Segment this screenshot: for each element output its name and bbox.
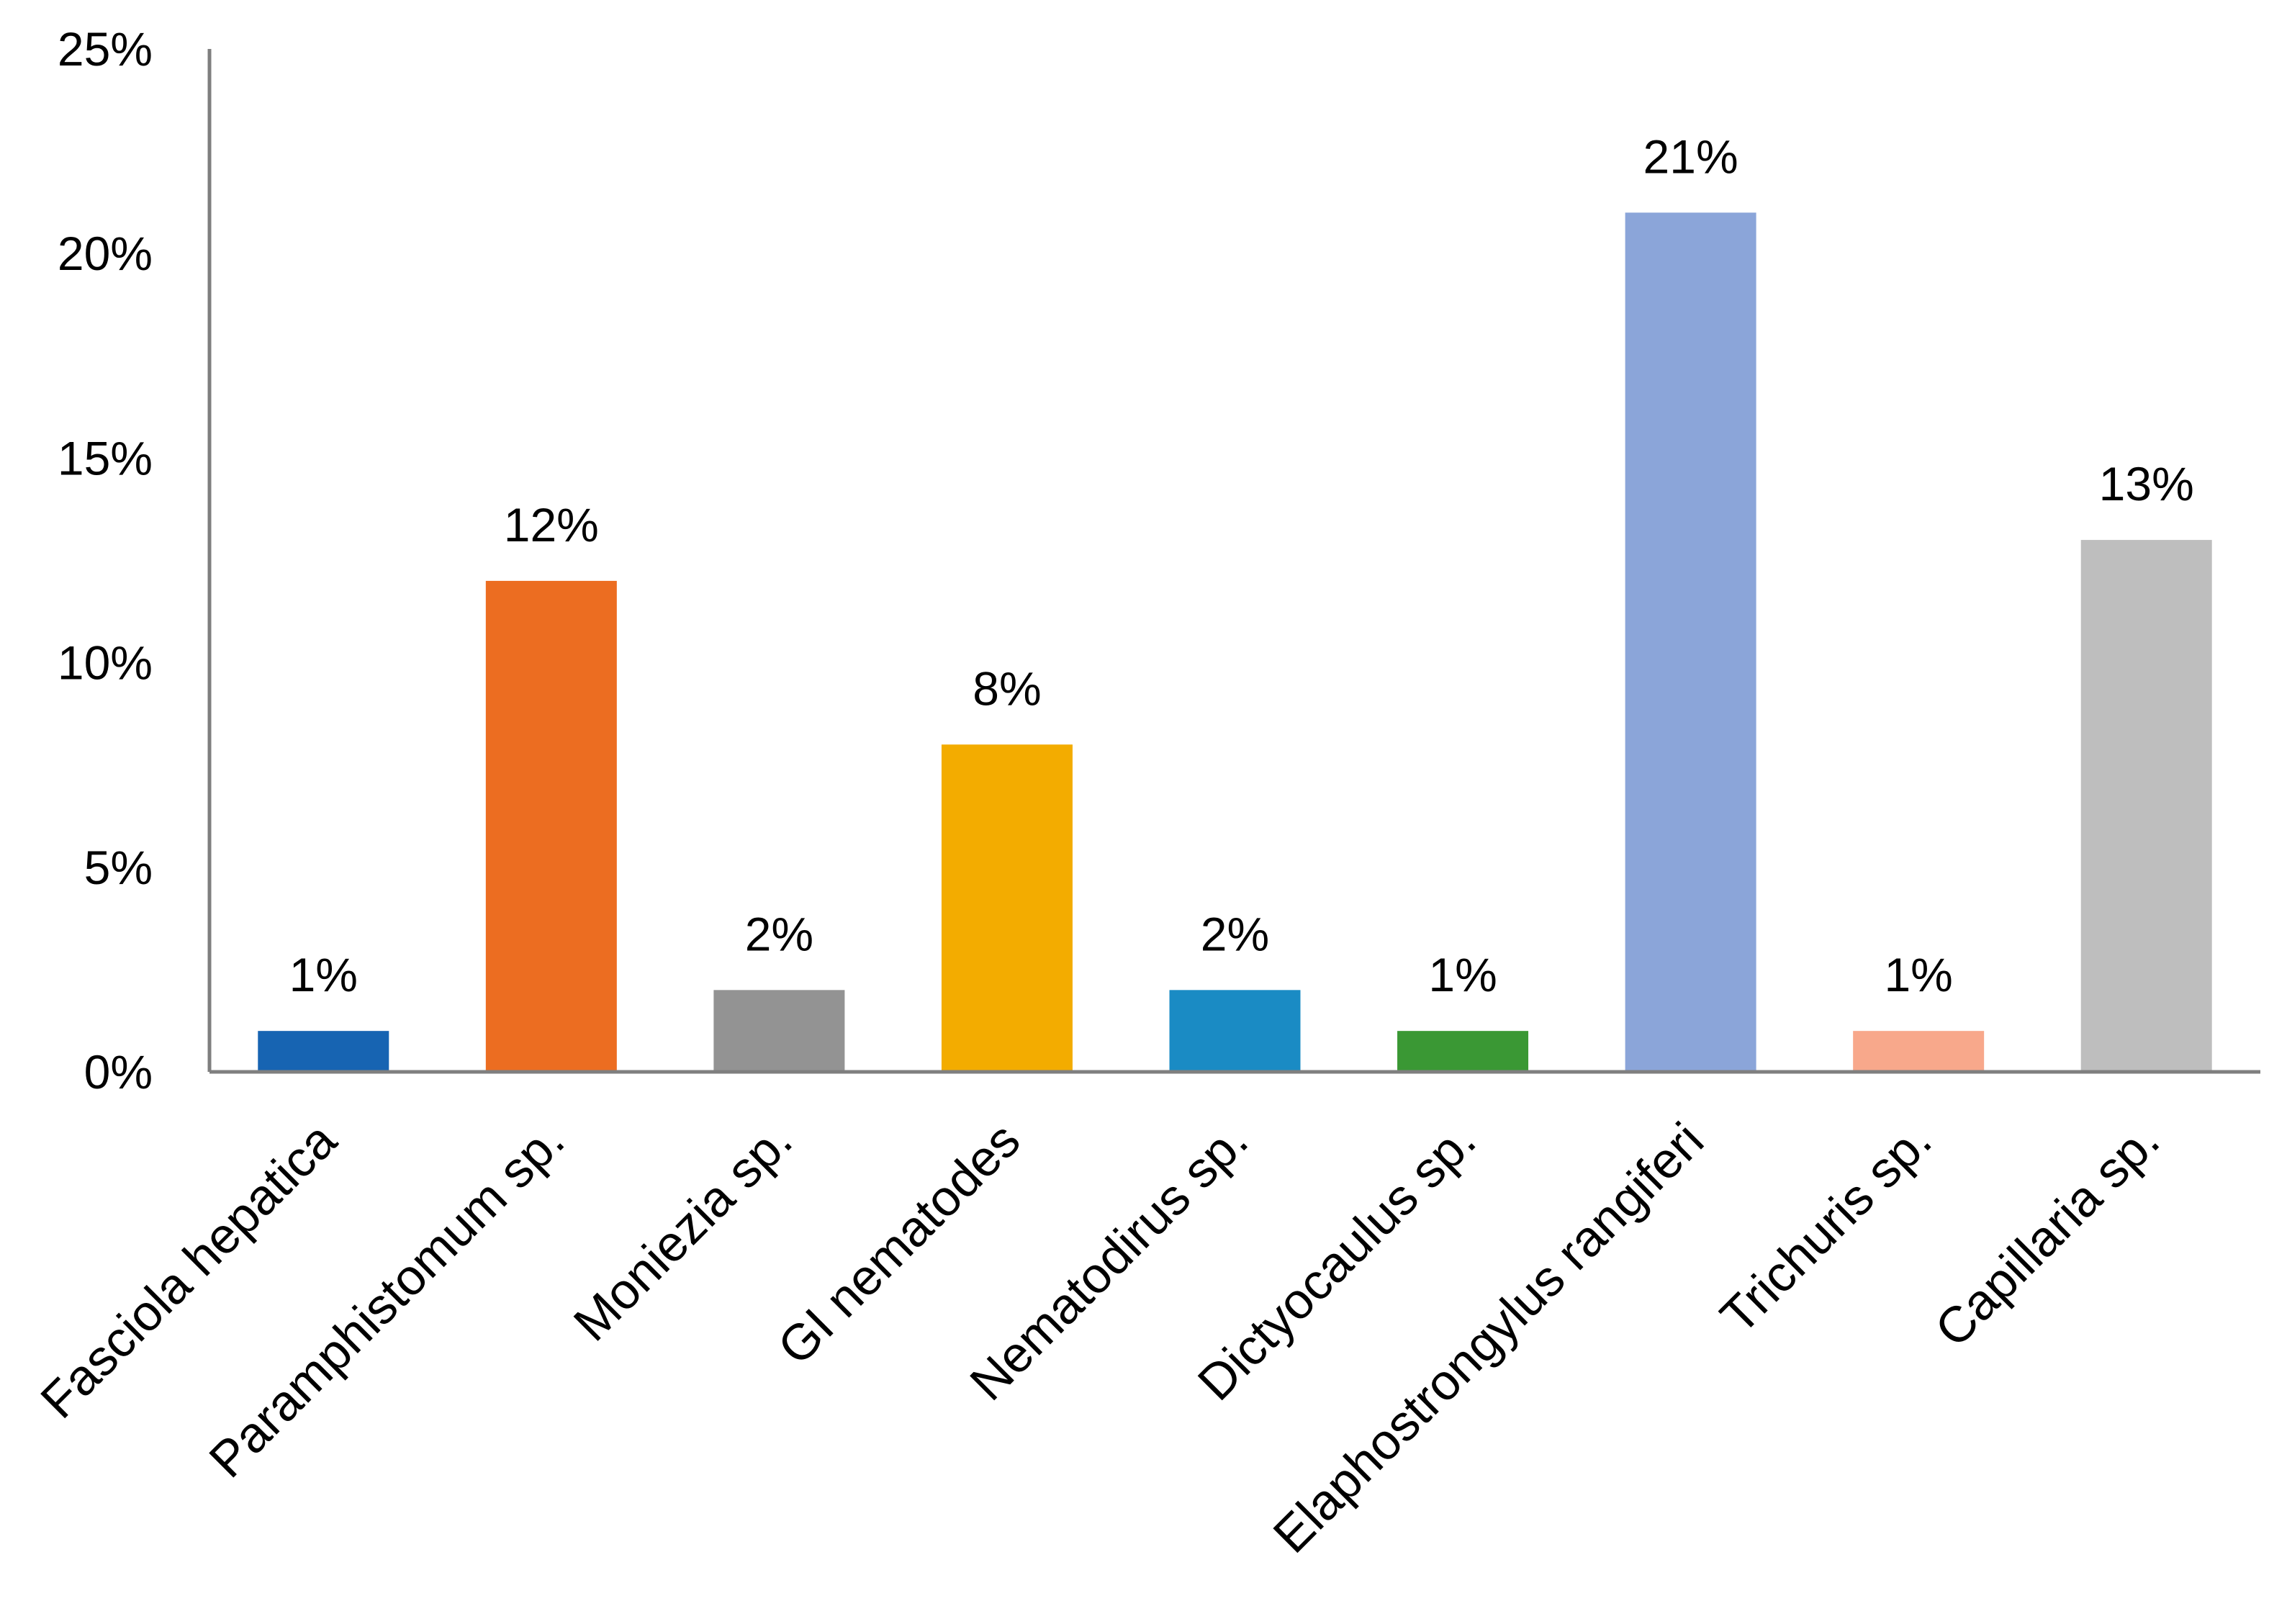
y-tick-label: 15% [58,431,153,484]
bars [258,212,2212,1072]
data-label: 2% [745,907,813,960]
bar [1397,1031,1529,1072]
y-axis-tick-labels: 0% 5% 10% 15% 20% 25% [58,22,153,1099]
bar [1169,990,1301,1072]
bar [2080,540,2212,1072]
y-tick-label: 10% [58,636,153,690]
data-label: 1% [1884,948,1952,1001]
data-labels: 1% 12% 2% 8% 2% 1% 21% 1% 13% [289,130,2194,1001]
data-label: 8% [973,662,1041,715]
bar [1853,1031,1985,1072]
category-label: Elaphostrongylus rangiferi [1263,1111,1714,1563]
data-label: 2% [1201,907,1269,960]
category-label: Trichuris sp. [1710,1111,1942,1344]
bar [258,1031,389,1072]
category-label: Moniezia sp. [563,1111,803,1351]
bar [713,990,845,1072]
data-label: 21% [1643,130,1738,183]
data-label: 1% [1428,948,1497,1001]
y-tick-label: 5% [84,841,153,894]
y-tick-label: 0% [84,1045,153,1099]
y-tick-label: 20% [58,227,153,280]
category-label: GI nematodes [767,1111,1030,1375]
data-label: 13% [2099,457,2194,510]
bar [1625,212,1756,1072]
data-label: 12% [504,498,599,551]
bar [485,580,617,1072]
category-label: Capillaria sp. [1924,1111,2170,1357]
y-tick-label: 25% [58,22,153,76]
data-label: 1% [289,948,358,1001]
bar [941,744,1073,1072]
